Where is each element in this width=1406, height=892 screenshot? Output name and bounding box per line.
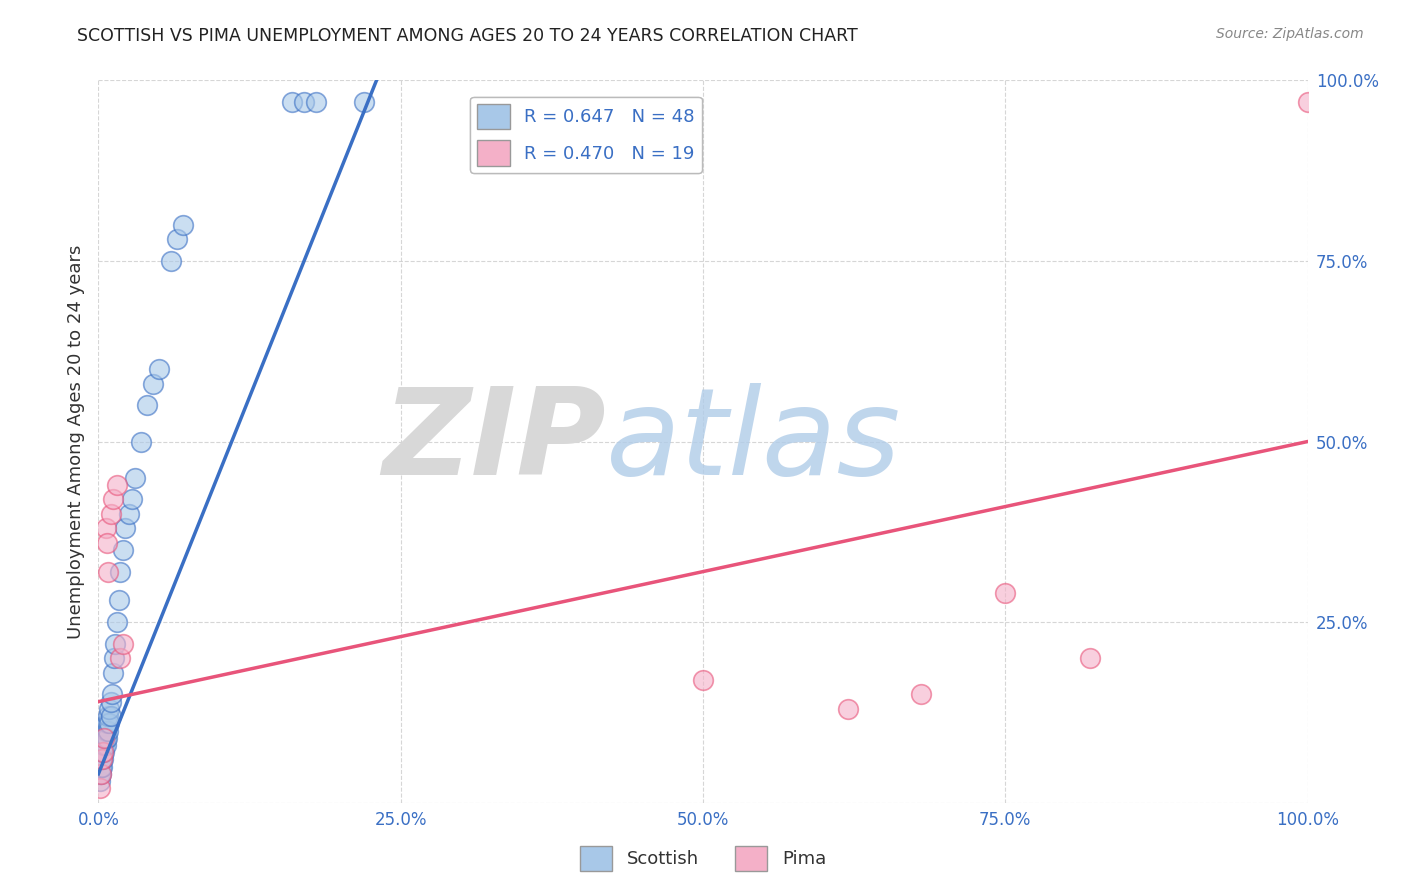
Point bbox=[108, 651, 131, 665]
Point bbox=[101, 665, 124, 680]
Point bbox=[96, 535, 118, 549]
Point bbox=[97, 723, 120, 738]
Point bbox=[121, 492, 143, 507]
Point bbox=[837, 702, 859, 716]
Point bbox=[94, 723, 117, 738]
Point bbox=[160, 253, 183, 268]
Point bbox=[93, 745, 115, 759]
Legend: R = 0.647   N = 48, R = 0.470   N = 19: R = 0.647 N = 48, R = 0.470 N = 19 bbox=[470, 96, 702, 173]
Text: atlas: atlas bbox=[606, 383, 901, 500]
Point bbox=[103, 651, 125, 665]
Point bbox=[1078, 651, 1101, 665]
Point bbox=[353, 95, 375, 109]
Point bbox=[94, 738, 117, 752]
Point bbox=[129, 434, 152, 449]
Point bbox=[100, 687, 122, 701]
Point bbox=[93, 731, 115, 745]
Point bbox=[118, 507, 141, 521]
Point bbox=[111, 637, 134, 651]
Point bbox=[172, 218, 194, 232]
Point bbox=[1296, 95, 1319, 109]
Point bbox=[281, 95, 304, 109]
Point bbox=[98, 716, 121, 731]
Point bbox=[101, 492, 124, 507]
Point bbox=[135, 398, 157, 412]
Point bbox=[89, 767, 111, 781]
Point bbox=[994, 586, 1017, 600]
Point bbox=[89, 774, 111, 789]
Point bbox=[91, 752, 114, 766]
Point bbox=[94, 521, 117, 535]
Point bbox=[89, 781, 111, 796]
Point bbox=[105, 615, 128, 630]
Point bbox=[97, 565, 120, 579]
Point bbox=[91, 752, 114, 766]
Text: SCOTTISH VS PIMA UNEMPLOYMENT AMONG AGES 20 TO 24 YEARS CORRELATION CHART: SCOTTISH VS PIMA UNEMPLOYMENT AMONG AGES… bbox=[77, 27, 858, 45]
Point bbox=[91, 745, 114, 759]
Point bbox=[142, 376, 165, 391]
Y-axis label: Unemployment Among Ages 20 to 24 years: Unemployment Among Ages 20 to 24 years bbox=[66, 244, 84, 639]
Point bbox=[108, 593, 131, 607]
Point bbox=[692, 673, 714, 687]
Point bbox=[100, 695, 122, 709]
Point bbox=[93, 731, 115, 745]
Legend: Scottish, Pima: Scottish, Pima bbox=[572, 838, 834, 879]
Point bbox=[96, 731, 118, 745]
Point bbox=[91, 760, 114, 774]
Point bbox=[90, 752, 112, 766]
Point bbox=[124, 470, 146, 484]
Point bbox=[148, 362, 170, 376]
Point bbox=[108, 565, 131, 579]
Point bbox=[100, 709, 122, 723]
Point bbox=[105, 478, 128, 492]
Point bbox=[91, 745, 114, 759]
Point bbox=[91, 745, 114, 759]
Point bbox=[98, 702, 121, 716]
Point bbox=[166, 232, 188, 246]
Point bbox=[100, 507, 122, 521]
Point bbox=[93, 738, 115, 752]
Point bbox=[96, 716, 118, 731]
Point bbox=[114, 521, 136, 535]
Point bbox=[910, 687, 932, 701]
Point bbox=[90, 767, 112, 781]
Point bbox=[90, 760, 112, 774]
Point bbox=[292, 95, 315, 109]
Point bbox=[94, 731, 117, 745]
Point bbox=[104, 637, 127, 651]
Point bbox=[91, 738, 114, 752]
Point bbox=[111, 542, 134, 557]
Point bbox=[305, 95, 328, 109]
Point bbox=[90, 767, 112, 781]
Text: Source: ZipAtlas.com: Source: ZipAtlas.com bbox=[1216, 27, 1364, 41]
Text: ZIP: ZIP bbox=[382, 383, 606, 500]
Point bbox=[91, 752, 114, 766]
Point bbox=[97, 709, 120, 723]
